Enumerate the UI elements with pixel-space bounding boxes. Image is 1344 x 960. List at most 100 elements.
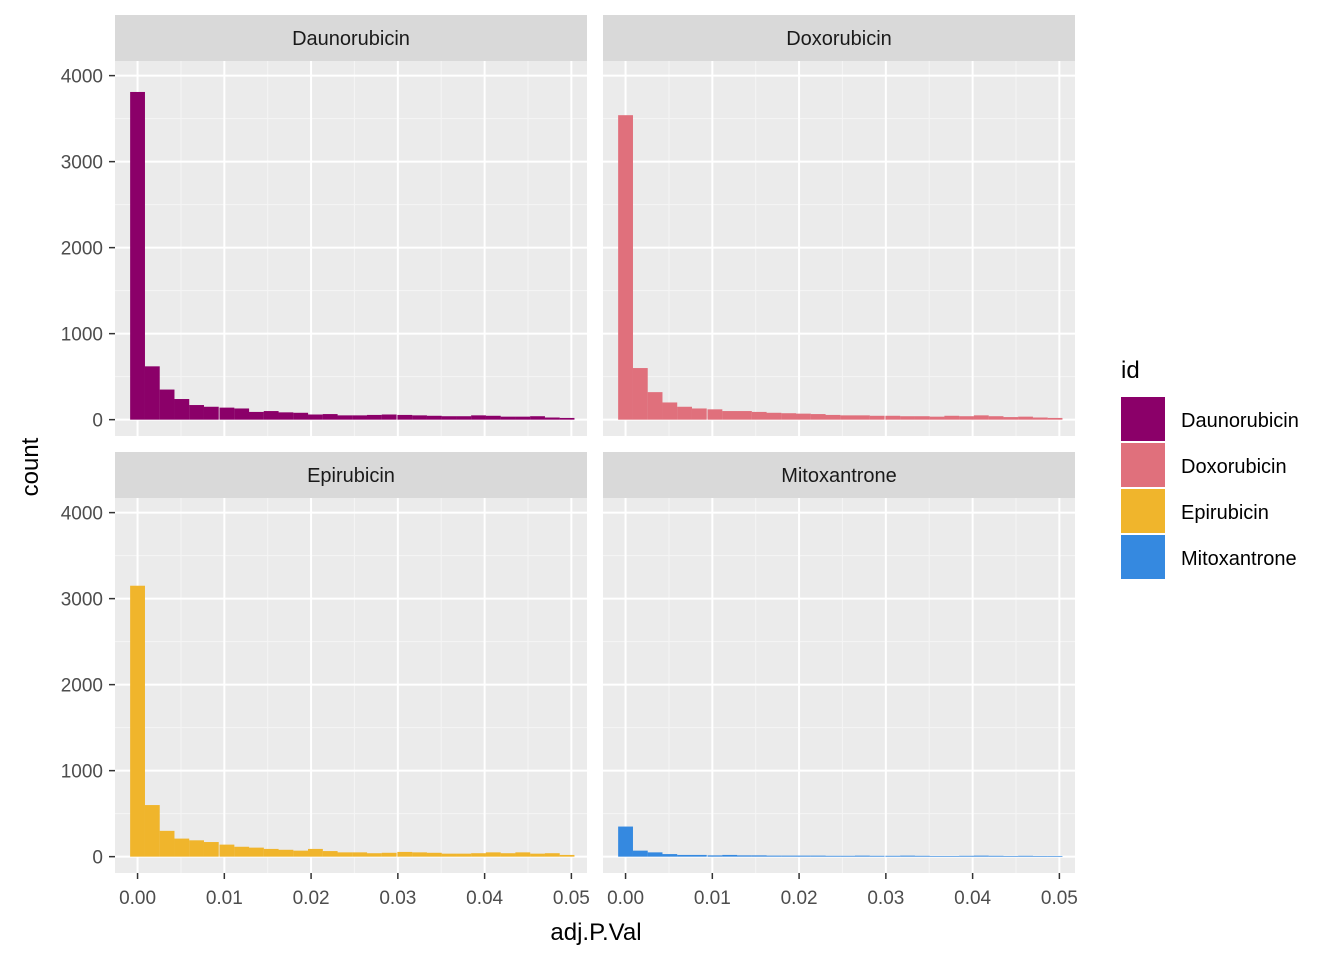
histogram-bar — [796, 413, 811, 420]
facet-strip — [603, 452, 1075, 498]
facet-strip-label: Daunorubicin — [292, 28, 410, 50]
histogram-bar — [900, 855, 915, 857]
histogram-bar — [810, 414, 826, 420]
legend-label: Mitoxantrone — [1181, 548, 1297, 570]
histogram-bar — [308, 848, 323, 857]
histogram-bar — [1047, 417, 1063, 420]
histogram-bar — [456, 853, 472, 857]
histogram-bar — [988, 416, 1004, 420]
x-tick-label: 0.01 — [206, 888, 243, 909]
histogram-bar — [900, 416, 915, 420]
histogram-bar — [766, 412, 782, 420]
facet-panel-epirubicin: Epirubicin — [115, 452, 587, 873]
histogram-bar — [293, 850, 309, 857]
y-tick-label: 3000 — [61, 153, 103, 174]
histogram-bar — [278, 412, 294, 420]
histogram-bar — [397, 851, 413, 857]
histogram-bar — [722, 854, 738, 857]
histogram-bar — [929, 416, 945, 420]
histogram-bar — [1018, 855, 1033, 857]
x-axis-title: adj.P.Val — [550, 919, 641, 946]
histogram-bar — [914, 855, 930, 857]
histogram-bar — [249, 411, 264, 420]
histogram-bar — [973, 855, 989, 857]
histogram-bar — [751, 411, 767, 420]
histogram-bar — [367, 853, 382, 857]
histogram-bar — [426, 852, 442, 857]
histogram-bar — [1047, 855, 1063, 857]
histogram-bar — [988, 855, 1004, 857]
histogram-bar — [766, 855, 782, 857]
histogram-bar — [263, 848, 279, 857]
facet-strip — [603, 15, 1075, 61]
histogram-bar — [944, 415, 960, 420]
histogram-bar — [959, 855, 974, 857]
x-tick-label: 0.02 — [781, 888, 818, 909]
histogram-bar — [707, 409, 723, 420]
facet-strip — [115, 15, 587, 61]
histogram-bar — [381, 414, 397, 420]
histogram-bar — [203, 406, 219, 420]
histogram-bar — [278, 849, 294, 857]
histogram-bar — [544, 417, 560, 420]
histogram-bar — [189, 405, 204, 420]
histogram-bar — [632, 368, 648, 420]
histogram-bar — [559, 417, 575, 420]
histogram-bar — [530, 416, 545, 420]
legend-key-daunorubicin — [1121, 397, 1165, 441]
histogram-bar — [456, 416, 472, 420]
histogram-bar — [189, 840, 204, 857]
histogram-bar — [1003, 855, 1019, 857]
facet-panel-daunorubicin: Daunorubicin — [115, 15, 587, 436]
x-tick-label: 0.05 — [553, 888, 590, 909]
facet-panel-mitoxantrone: Mitoxantrone — [603, 452, 1075, 873]
histogram-bar — [944, 855, 960, 857]
histogram-bar — [559, 854, 575, 857]
legend-label: Daunorubicin — [1181, 410, 1299, 432]
legend-key-mitoxantrone — [1121, 535, 1165, 579]
histogram-bar — [647, 392, 663, 420]
histogram-bar — [959, 416, 974, 420]
histogram-bar — [781, 855, 797, 857]
histogram-bar — [352, 415, 368, 420]
histogram-bar — [130, 585, 145, 857]
y-tick-label: 3000 — [61, 590, 103, 611]
histogram-bar — [412, 852, 427, 857]
histogram-bar — [293, 412, 309, 420]
histogram-bar — [471, 415, 486, 420]
histogram-bar — [825, 414, 841, 420]
histogram-bar — [397, 414, 413, 420]
histogram-bar — [249, 847, 264, 857]
histogram-bar — [677, 854, 692, 857]
histogram-bar — [885, 415, 901, 420]
histogram-bar — [751, 855, 767, 857]
histogram-bar — [1018, 416, 1033, 420]
histogram-bar — [500, 853, 516, 857]
histogram-bar — [234, 846, 250, 857]
histogram-bar — [174, 399, 190, 420]
y-tick-label: 4000 — [61, 504, 103, 525]
histogram-bar — [322, 851, 338, 857]
histogram-bar — [485, 852, 501, 857]
x-tick-label: 0.02 — [293, 888, 330, 909]
histogram-bar — [840, 855, 856, 857]
histogram-bar — [662, 402, 678, 420]
histogram-bar — [929, 855, 945, 857]
facet-strip-label: Epirubicin — [307, 465, 395, 487]
legend-title: id — [1121, 357, 1140, 384]
histogram-bar — [691, 854, 707, 857]
histogram-bar — [337, 415, 353, 420]
histogram-bar — [737, 411, 752, 420]
x-tick-label: 0.04 — [466, 888, 503, 909]
histogram-bar — [1032, 417, 1048, 420]
histogram-bar — [219, 844, 235, 857]
histogram-bar — [647, 852, 663, 857]
histogram-bar — [707, 855, 723, 857]
y-tick-label: 4000 — [61, 67, 103, 88]
histogram-bar — [500, 416, 516, 420]
x-tick-label: 0.00 — [607, 888, 644, 909]
histogram-bar — [485, 415, 501, 420]
histogram-bar — [810, 855, 826, 857]
histogram-bar — [174, 838, 190, 857]
